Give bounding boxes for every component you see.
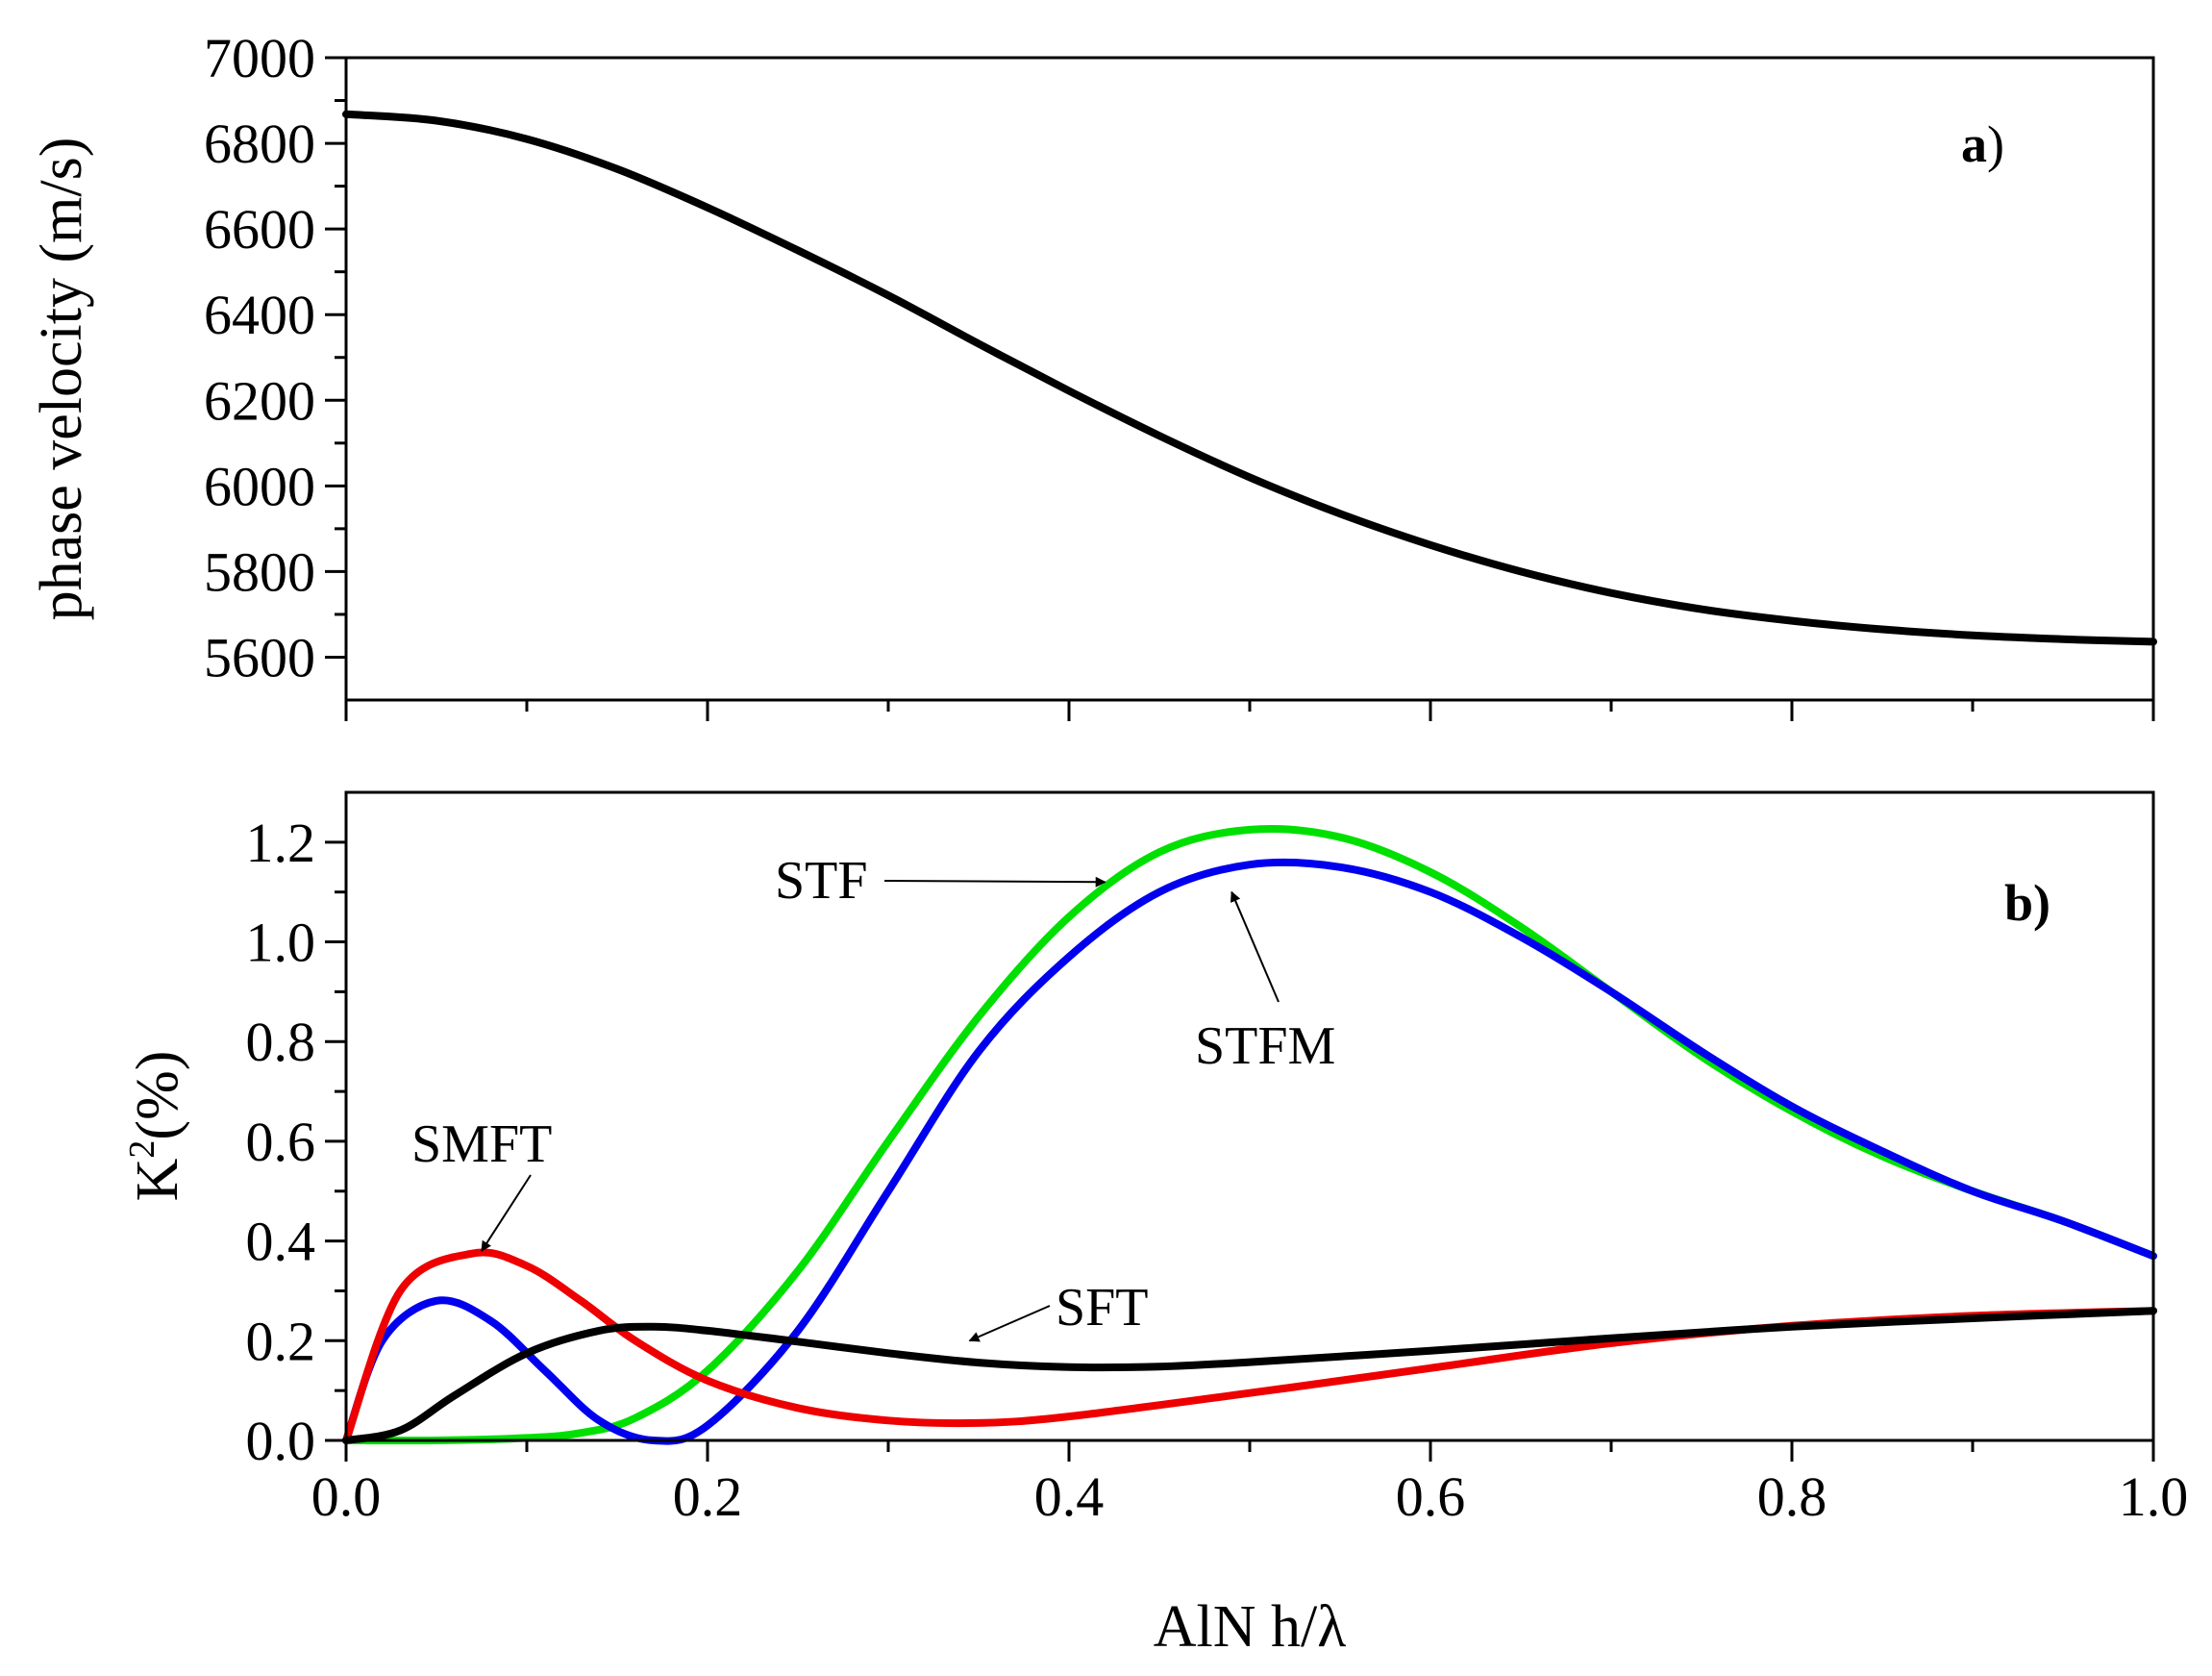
y-tick-label: 6200 (204, 369, 315, 432)
x-tick-label: 0.4 (1034, 1465, 1105, 1528)
y-tick-label: 1.0 (246, 912, 316, 974)
panel-a-label: a) (1961, 115, 2004, 173)
panel-b-annotations: STF STFM SMFT SFT (411, 851, 1335, 1342)
panel-b-y-axis-title-main: K (125, 1158, 190, 1201)
x-tick-label: 0.6 (1396, 1465, 1466, 1528)
panel-a-y-axis-title: phase velocity (m/s) (29, 138, 94, 621)
series-stf-line (342, 825, 2157, 1445)
annotation-arrow (481, 1174, 532, 1252)
panel-b: 0.0 0.2 0.4 0.6 0.8 1.00.00.20.40.60.81.01.2 … (122, 790, 2189, 1660)
panel-a: 5600 5800 6000 6200 6400 6600 6800 7000 phase v… (29, 27, 2157, 721)
y-tick-label: 0.8 (246, 1011, 316, 1073)
series-smft-line (342, 1248, 2157, 1444)
annotation-stf-label: STF (775, 851, 868, 911)
y-tick-label: 6800 (204, 113, 315, 175)
y-tick-label: 1.2 (246, 812, 316, 874)
y-tick-label: 0.6 (246, 1111, 316, 1173)
annotation-stfm-label: STFM (1195, 1016, 1335, 1076)
y-tick-label: 5800 (204, 540, 315, 603)
annotation-sft-label: SFT (1056, 1278, 1149, 1338)
panel-b-label-letter: b (2004, 874, 2033, 932)
x-tick-label: 1.0 (2119, 1465, 2189, 1528)
y-tick-label: 0.2 (246, 1310, 316, 1372)
y-tick-label: 5600 (204, 626, 315, 688)
panel-b-series (342, 825, 2157, 1445)
panel-b-frame (344, 790, 2155, 1442)
y-tick-label: 0.0 (246, 1410, 316, 1472)
y-tick-label: 0.4 (246, 1211, 316, 1273)
panel-b-x-axis-title: AlN h/λ (1154, 1594, 1347, 1660)
panel-a-label-letter: a (1961, 115, 1987, 173)
y-tick-label: 7000 (204, 27, 315, 89)
panel-b-label: b) (2004, 874, 2050, 932)
annotation-smft-label: SMFT (411, 1114, 552, 1174)
panel-a-ticks: 5600 5800 6000 6200 6400 6600 6800 7000 (204, 27, 2155, 721)
y-tick-label: 6000 (204, 455, 315, 517)
panel-b-y-axis-title-sup: 2 (122, 1140, 162, 1159)
panel-b-label-suffix: ) (2033, 874, 2050, 932)
annotation-arrow (883, 876, 1106, 888)
series-stfm-line (342, 858, 2157, 1445)
series-phase-velocity-line (342, 110, 2157, 646)
x-tick-label: 0.0 (311, 1465, 382, 1528)
x-tick-label: 0.2 (673, 1465, 743, 1528)
panel-a-label-suffix: ) (1987, 115, 2004, 173)
panel-a-series (342, 110, 2157, 646)
x-tick-label: 0.8 (1757, 1465, 1827, 1528)
annotation-arrow (968, 1305, 1051, 1342)
panel-b-y-axis-title-rest: (%) (125, 1051, 190, 1140)
series-sft-line (342, 1307, 2157, 1444)
y-tick-label: 6600 (204, 198, 315, 261)
panel-a-frame (344, 56, 2155, 702)
annotation-arrow (1230, 890, 1280, 1003)
panel-b-ticks: 0.0 0.2 0.4 0.6 0.8 1.0 0.0 0.2 0.4 0.6 0.8 1.0 1.2 (246, 812, 2189, 1528)
y-tick-label: 6400 (204, 284, 315, 346)
panel-b-y-axis-title: K2(%) (122, 1051, 190, 1202)
